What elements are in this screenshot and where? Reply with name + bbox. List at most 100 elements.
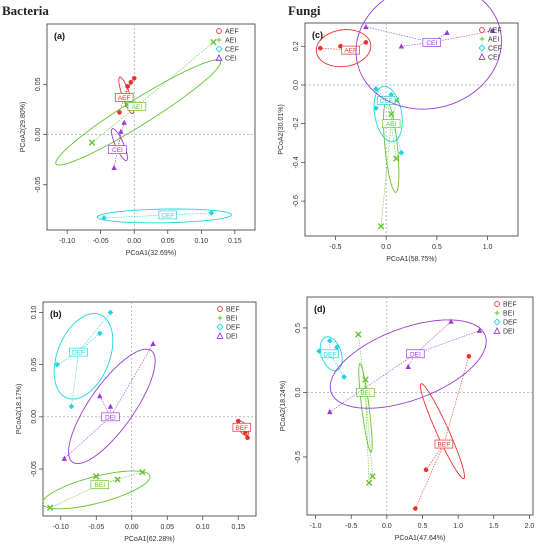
panel-label: (d) xyxy=(314,304,326,314)
legend-label: CEF xyxy=(488,46,502,53)
section-title-bacteria: Bacteria xyxy=(2,3,49,18)
group-label: BEF xyxy=(235,425,248,432)
data-point xyxy=(121,119,127,125)
group-aei: AEI xyxy=(55,39,222,166)
group-label: DEF xyxy=(72,350,85,357)
legend-label: DEF xyxy=(226,325,240,332)
legend-label: BEF xyxy=(503,302,517,309)
spoke xyxy=(385,100,402,153)
y-tick-label: 0.10 xyxy=(31,306,38,320)
group-label: AEF xyxy=(344,48,357,55)
y-tick-label: -0.2 xyxy=(293,118,300,130)
group-dei: DEI xyxy=(327,318,487,415)
data-point xyxy=(334,344,340,351)
x-tick-label: 0.0 xyxy=(382,523,392,530)
group-label: CEI xyxy=(112,147,123,154)
y-tick-label: 0.0 xyxy=(293,80,300,90)
spoke xyxy=(78,312,111,353)
legend-label: AEI xyxy=(488,37,499,44)
data-point xyxy=(114,476,121,483)
ellipse xyxy=(358,363,373,453)
legend: AEF AEI CEF CEI xyxy=(478,27,502,62)
data-point xyxy=(128,79,134,85)
group-label-box xyxy=(434,439,454,449)
data-point xyxy=(47,504,54,511)
group-label-box xyxy=(356,388,375,397)
y-tick-label: 0.0 xyxy=(295,387,302,397)
x-tick-label: -0.10 xyxy=(53,524,69,531)
group-label: DEI xyxy=(105,414,116,421)
spoke xyxy=(358,334,366,393)
legend-label: CEI xyxy=(225,56,237,63)
data-point xyxy=(118,128,124,134)
spoke xyxy=(329,353,416,413)
spoke xyxy=(401,42,432,47)
data-point xyxy=(317,45,323,51)
legend-label: CEI xyxy=(488,55,500,62)
x-tick-label: 0.5 xyxy=(432,244,442,251)
legend-marker xyxy=(216,37,222,43)
data-point xyxy=(398,149,405,156)
legend-label: AEF xyxy=(225,29,239,36)
x-tick-label: -0.5 xyxy=(345,523,357,530)
x-tick-label: 1.5 xyxy=(489,523,499,530)
ellipse xyxy=(55,59,222,166)
y-tick-label: -0.05 xyxy=(31,461,38,477)
data-point xyxy=(210,39,217,46)
legend-marker xyxy=(494,301,500,307)
legend-label: DEI xyxy=(503,329,515,336)
group-bei: BEI xyxy=(355,331,376,486)
group-label-box xyxy=(158,210,178,220)
y-tick-label: 0.05 xyxy=(31,358,38,372)
legend-label: CEF xyxy=(225,47,239,54)
data-point xyxy=(366,479,373,486)
panel-label: (b) xyxy=(50,309,62,319)
group-label-box xyxy=(108,145,127,154)
data-point xyxy=(245,435,250,441)
panel-a: -0.10 -0.05 0.00 0.05 0.10 0.15 -0.05 0.00 0.05 P… xyxy=(20,23,256,257)
x-tick-label: -0.05 xyxy=(88,524,104,531)
y-tick-label: -0.05 xyxy=(35,177,42,193)
data-point xyxy=(97,393,103,399)
data-point xyxy=(423,467,429,473)
plot-frame xyxy=(304,22,519,237)
x-tick-label: -0.5 xyxy=(329,244,341,251)
group-label-box xyxy=(232,422,252,432)
ellipse xyxy=(355,0,502,110)
x-tick-label: 1.0 xyxy=(483,244,493,251)
spoke xyxy=(320,47,351,51)
legend-label: BEI xyxy=(226,316,237,323)
data-point xyxy=(363,23,369,30)
x-tick-label: 0.05 xyxy=(160,524,174,531)
spoke xyxy=(365,392,373,477)
group-label: BEF xyxy=(438,442,451,449)
spoke xyxy=(415,330,480,355)
legend-marker xyxy=(478,53,486,60)
group-label-box xyxy=(320,349,340,359)
x-tick-label: 0.0 xyxy=(381,244,391,251)
ellipse xyxy=(373,85,403,143)
data-point xyxy=(68,403,75,410)
spoke xyxy=(415,321,452,354)
group-label: CEF xyxy=(380,98,393,105)
spoke xyxy=(104,214,168,219)
data-point xyxy=(378,223,385,230)
x-tick-label: -0.05 xyxy=(93,238,109,245)
legend-marker xyxy=(493,318,501,326)
ellipse xyxy=(68,348,156,465)
spoke xyxy=(110,343,154,417)
legend-marker xyxy=(479,27,485,33)
group-label-box xyxy=(406,349,425,359)
y-tick-label: 0.2 xyxy=(293,41,300,51)
legend-label: AEI xyxy=(225,38,236,45)
legend-marker xyxy=(216,28,222,34)
data-point xyxy=(93,473,100,480)
ellipse xyxy=(53,313,114,400)
data-point xyxy=(466,354,472,359)
x-tick-label: 2.0 xyxy=(525,523,535,530)
group-label: AEI xyxy=(132,104,143,111)
data-point xyxy=(61,455,67,461)
data-point xyxy=(117,110,122,115)
plot-frame xyxy=(306,296,534,516)
